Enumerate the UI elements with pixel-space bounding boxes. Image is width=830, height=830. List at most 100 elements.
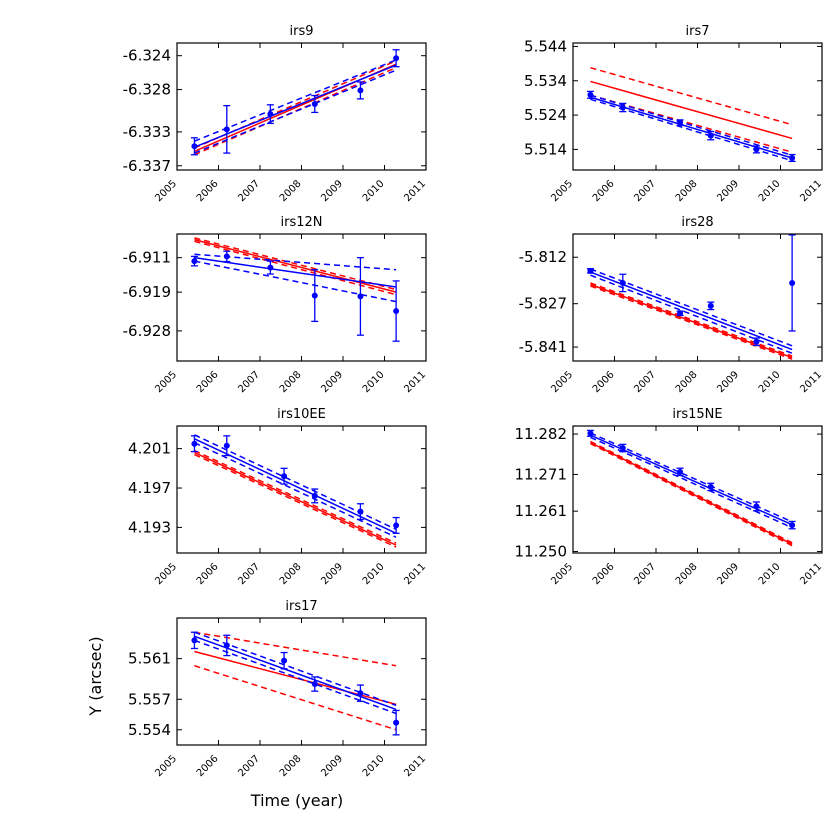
y-tick-label: -6.328	[123, 81, 171, 99]
data-point	[281, 657, 288, 664]
plot-area	[190, 631, 400, 736]
red-fit-lower-band	[590, 442, 793, 547]
panel-irs17: irs17 5.561 5.557 5.554 2005 2006 2007 2008 2009…	[128, 599, 428, 779]
y-tick-label: 4.201	[128, 440, 171, 458]
x-tick-label: 2007	[632, 178, 658, 204]
axes-frame	[176, 425, 427, 554]
x-tick-label: 2005	[153, 369, 179, 395]
data-point	[281, 473, 288, 480]
x-tick-label: 2006	[591, 178, 617, 204]
x-tick-label: 2008	[278, 178, 304, 204]
red-fit-line	[194, 650, 397, 706]
red-fit-upper-band	[194, 237, 397, 291]
data-point	[191, 143, 198, 150]
x-tick-label: 2010	[361, 561, 387, 587]
x-tick-label: 2008	[674, 369, 700, 395]
data-point	[753, 338, 760, 345]
data-point	[357, 690, 364, 697]
data-point	[357, 508, 364, 515]
x-tick-label: 2011	[402, 561, 428, 587]
red-fit-lower-band	[194, 240, 397, 296]
y-tick-label: 4.193	[128, 518, 171, 536]
blue-fit-lower-band	[194, 442, 397, 538]
x-tick-label: 2005	[153, 753, 179, 779]
red-fit-upper-band	[194, 60, 397, 149]
plot-area	[190, 237, 400, 342]
x-tick-label: 2009	[715, 178, 741, 204]
data-point	[587, 267, 594, 274]
panel-irs28: irs28 -5.812 -5.827 -5.841 2005 2006 2007 2008 2…	[519, 215, 824, 395]
x-tick-label: 2007	[632, 369, 658, 395]
red-fit-upper-band	[590, 440, 793, 544]
x-tick-label: 2011	[798, 178, 824, 204]
data-point	[223, 442, 230, 449]
blue-fit-lower-band	[194, 69, 397, 154]
data-point	[223, 253, 230, 260]
data-point	[267, 111, 274, 118]
x-tick-label: 2006	[195, 178, 221, 204]
y-tick-label: 5.544	[524, 37, 567, 55]
data-point	[619, 445, 626, 452]
panel-irs12n: irs12N -6.911 -6.919 -6.928 2005 2006 2007 2008…	[123, 215, 428, 395]
x-tick-label: 2011	[798, 369, 824, 395]
axes-frame	[176, 233, 427, 362]
panel-title: irs28	[681, 215, 713, 230]
panel-title: irs10EE	[277, 407, 326, 422]
panel-irs9: irs9 -6.324 -6.328 -6.333 -6.337 2005 2006 2007…	[123, 24, 428, 204]
blue-fit-upper-band	[194, 59, 397, 142]
red-fit-upper-band	[590, 282, 793, 357]
y-tick-label: -6.324	[123, 47, 171, 65]
plot-area	[190, 49, 400, 156]
x-tick-label: 2005	[549, 369, 575, 395]
data-point	[393, 55, 400, 62]
axes-frame	[572, 233, 823, 362]
panel-title: irs7	[685, 24, 709, 39]
axes-frame	[572, 42, 823, 171]
y-tick-label: -6.333	[123, 123, 171, 141]
plot-area	[586, 429, 796, 547]
x-tick-label: 2006	[591, 369, 617, 395]
x-tick-label: 2009	[319, 178, 345, 204]
data-point	[223, 642, 230, 649]
red-fit-upper-band	[194, 631, 397, 667]
y-tick-label: -6.337	[123, 157, 171, 175]
data-point	[789, 522, 796, 529]
data-point	[677, 119, 684, 126]
y-tick-label: 5.554	[128, 721, 171, 739]
data-point	[267, 264, 274, 271]
blue-fit-upper-band	[194, 631, 397, 707]
panel-irs7: irs7 5.544 5.534 5.524 5.514 2005 2006 2007 2008…	[524, 24, 824, 204]
data-point	[707, 302, 714, 309]
data-point	[677, 310, 684, 317]
x-tick-label: 2008	[674, 178, 700, 204]
red-fit-upper-band	[590, 66, 793, 126]
x-tick-label: 2010	[361, 753, 387, 779]
blue-fit-line	[194, 438, 397, 534]
data-point	[587, 430, 594, 437]
y-tick-label: 4.197	[128, 479, 171, 497]
x-tick-label: 2010	[361, 178, 387, 204]
x-tick-label: 2007	[236, 561, 262, 587]
x-tick-label: 2008	[278, 369, 304, 395]
blue-fit-upper-band	[590, 268, 793, 347]
data-point	[223, 126, 230, 133]
data-point	[619, 279, 626, 286]
red-fit-line	[194, 451, 397, 546]
panel-title: irs15NE	[672, 407, 722, 422]
blue-fit-line	[194, 256, 397, 288]
x-tick-label: 2010	[757, 369, 783, 395]
red-fit-lower-band	[194, 665, 397, 731]
y-tick-label: -5.841	[519, 338, 567, 356]
red-fit-upper-band	[194, 449, 397, 544]
blue-fit-line	[194, 64, 397, 148]
data-point	[311, 100, 318, 107]
data-point	[677, 468, 684, 475]
x-tick-label: 2011	[402, 178, 428, 204]
y-tick-label: -5.812	[519, 248, 567, 266]
plot-area	[586, 234, 796, 360]
x-tick-label: 2007	[236, 178, 262, 204]
x-tick-label: 2009	[715, 561, 741, 587]
data-point	[191, 637, 198, 644]
